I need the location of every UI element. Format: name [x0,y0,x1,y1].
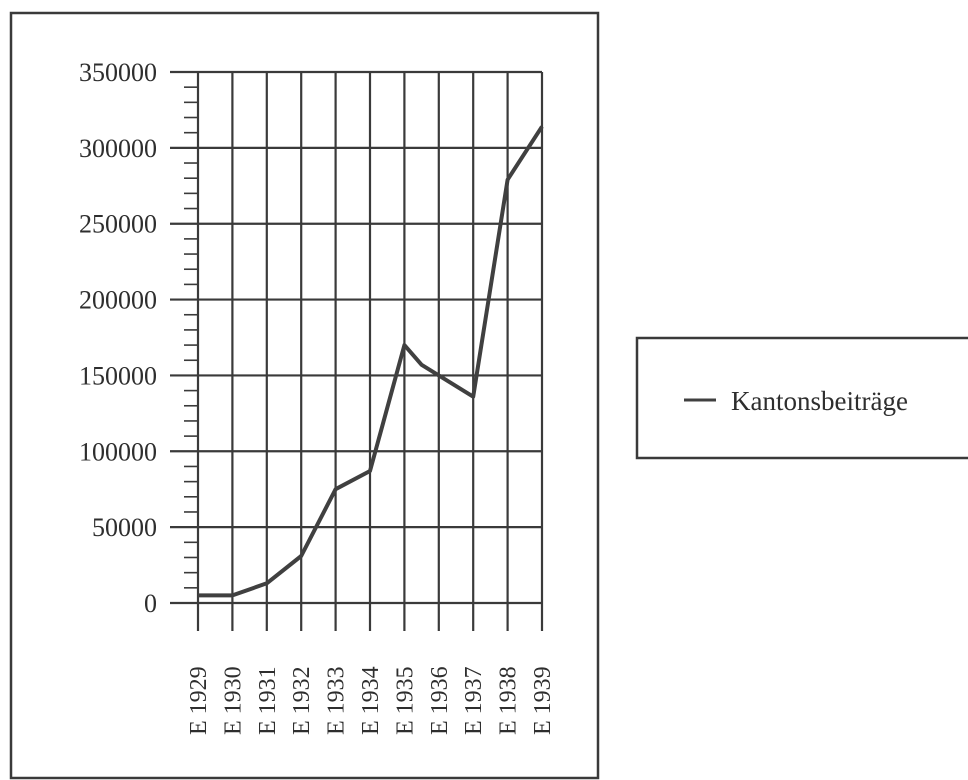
chart-frame [9,11,600,780]
x-tick-label-1: E 1930 [220,666,246,735]
legend-label-kantonsbeitraege: Kantonsbeiträge [731,386,908,416]
y-tick-label-1: 50000 [92,513,157,542]
x-tick-label-4: E 1933 [324,666,350,735]
x-tick-label-8: E 1937 [461,666,487,735]
legend: Kantonsbeiträge [635,336,968,460]
grid-layer [170,70,544,631]
y-tick-label-0: 0 [144,589,157,618]
x-tick-label-7: E 1936 [427,666,453,735]
y-tick-labels: 0 50000 100000 150000 200000 250000 300000 3500… [79,58,157,618]
y-tick-label-3: 150000 [79,361,157,390]
series-layer [198,125,544,598]
series-line-0 [198,125,544,598]
y-tick-label-2: 100000 [79,437,157,466]
x-tick-label-2: E 1931 [255,666,281,735]
x-tick-label-6: E 1935 [392,666,418,735]
legend-box [635,336,968,460]
x-tick-label-0: E 1929 [186,666,212,735]
y-tick-label-4: 200000 [79,286,157,315]
x-tick-labels: E 1929 E 1930 E 1931 E 1932 E 1933 E 1934 E 19… [186,666,556,735]
x-tick-label-10: E 1939 [530,666,556,735]
y-tick-label-5: 250000 [79,210,157,239]
y-tick-label-7: 350000 [79,58,157,87]
x-tick-label-9: E 1938 [496,666,522,735]
x-tick-label-5: E 1934 [358,666,384,735]
y-tick-label-6: 300000 [79,134,157,163]
x-tick-label-3: E 1932 [289,666,315,735]
